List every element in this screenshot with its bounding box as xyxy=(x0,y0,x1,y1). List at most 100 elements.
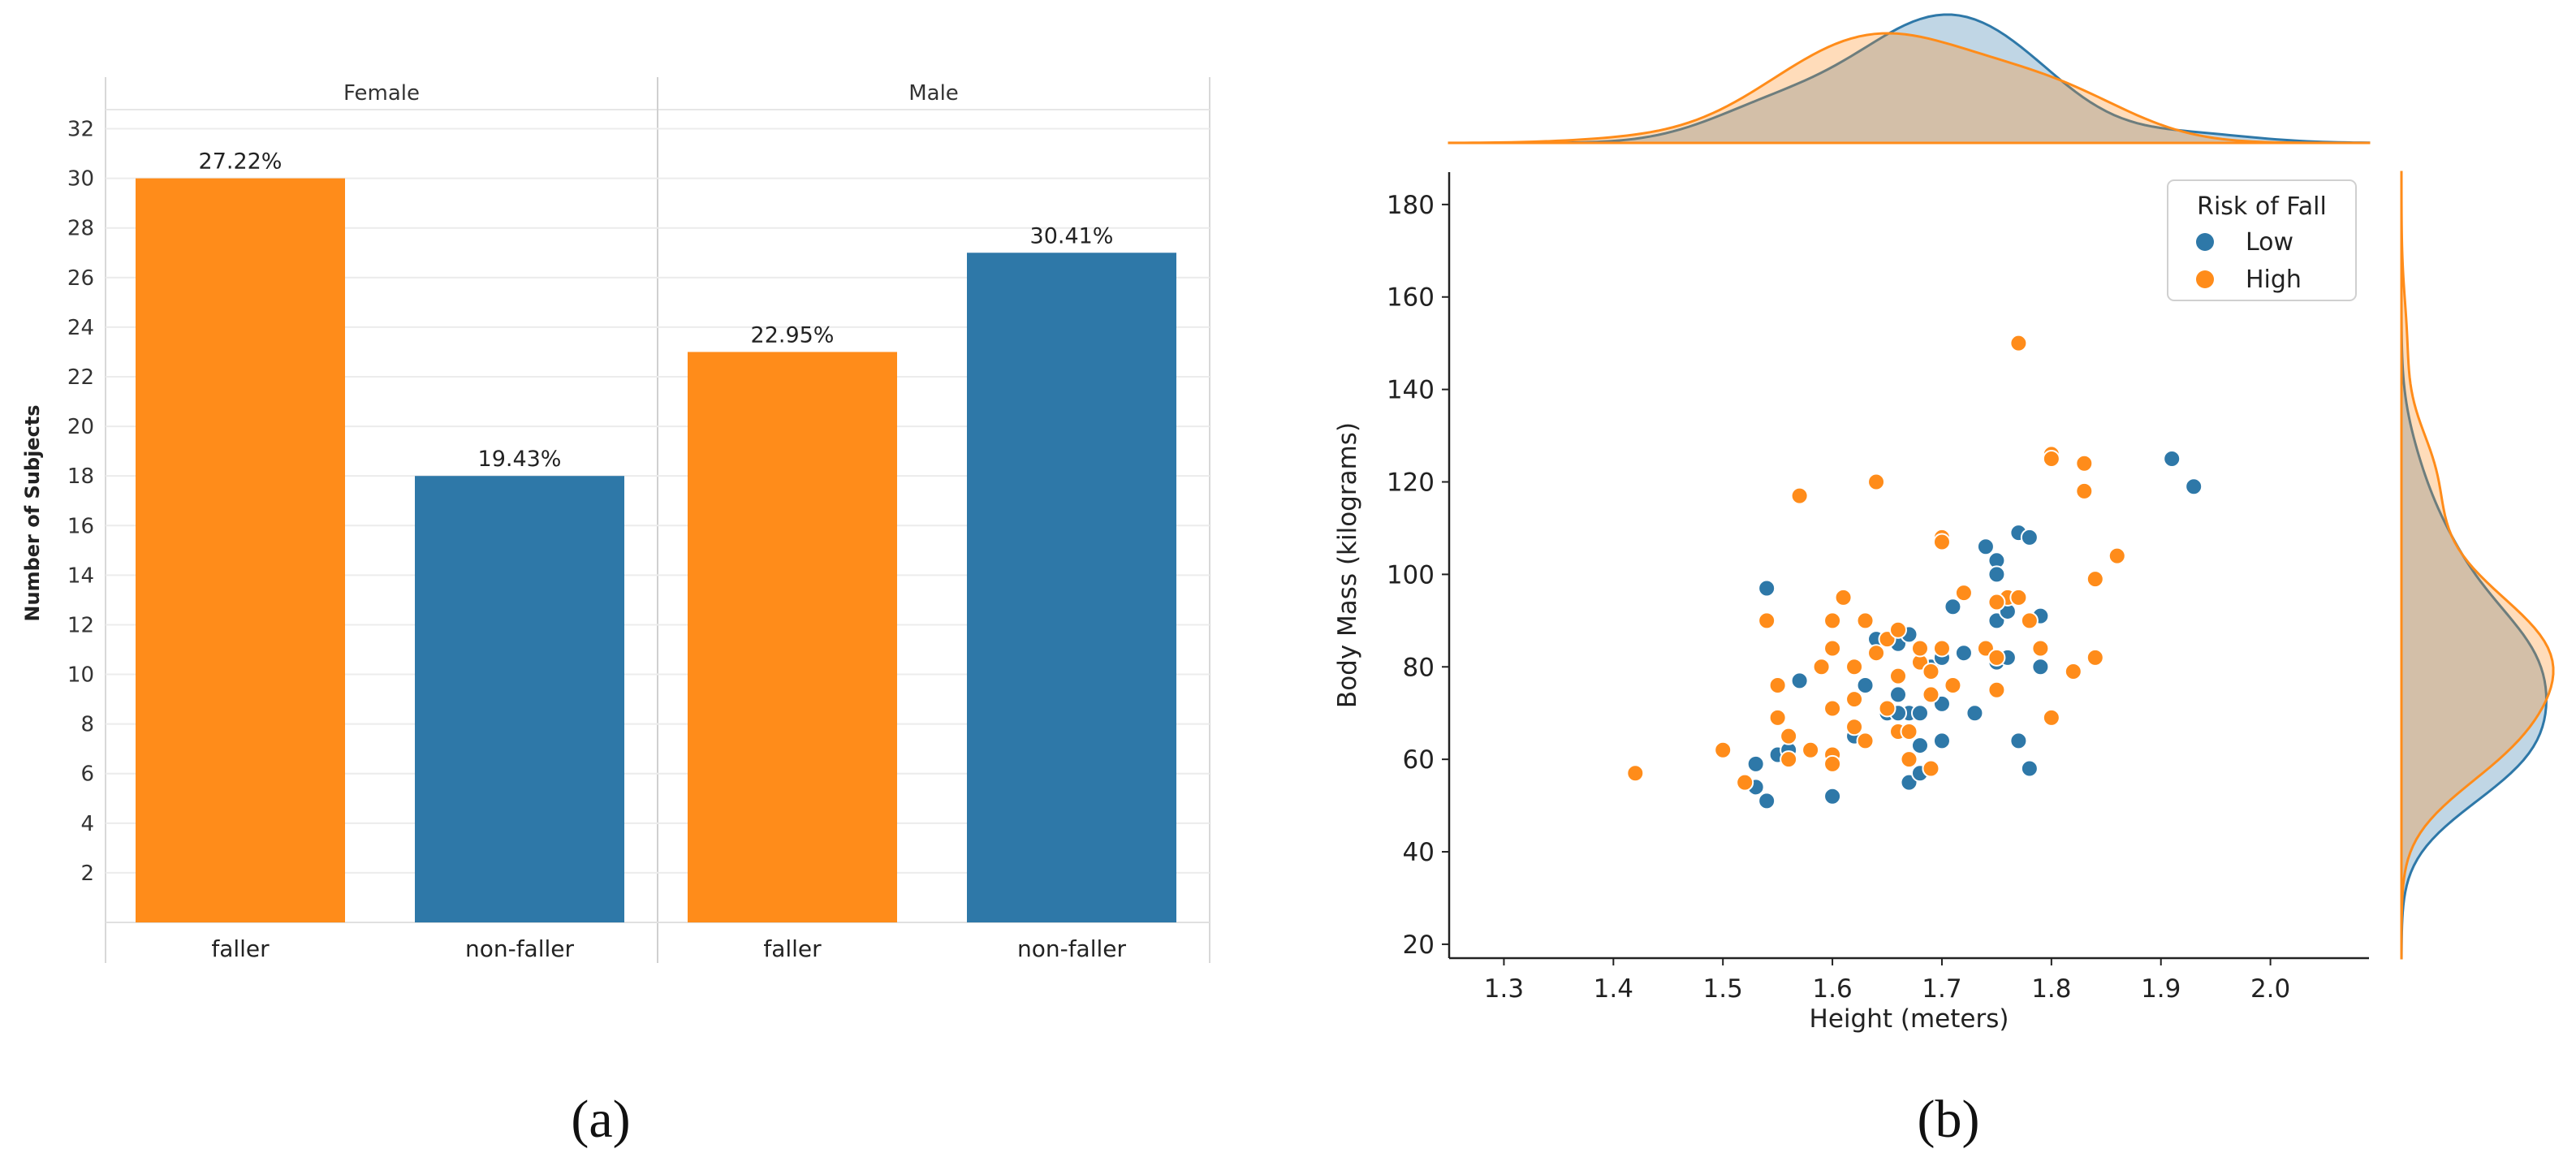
scatter-point-high xyxy=(1944,676,1962,695)
scatter-point-high xyxy=(1823,754,1842,773)
scatter-point-low xyxy=(2163,450,2181,469)
scatter-point-low xyxy=(1889,685,1908,704)
scatter-point-low xyxy=(1758,579,1776,598)
scatter-point-high xyxy=(1932,639,1951,658)
scatter-point-high xyxy=(1987,680,2006,699)
scatter-point-high xyxy=(1736,773,1754,792)
scatter-point-high xyxy=(1987,648,2006,667)
scatter-point-high xyxy=(2075,454,2094,473)
scatter-point-high xyxy=(1801,741,1820,759)
scatter-point-low xyxy=(1987,565,2006,584)
bar xyxy=(967,253,1176,923)
x-category-label: non-faller xyxy=(1017,935,1127,962)
scatter-point-high xyxy=(1932,533,1951,551)
scatter-point-high xyxy=(1834,588,1853,607)
scatter-point-high xyxy=(1823,611,1842,630)
caption-b: (b) xyxy=(1918,1090,1980,1149)
scatter-point-high xyxy=(2075,482,2094,500)
bar-data-label: 19.43% xyxy=(478,447,562,472)
scatter-point-high xyxy=(1900,722,1918,741)
scatter-point-high xyxy=(1780,727,1798,745)
y-tick-label: 60 xyxy=(1403,745,1435,775)
x-tick-label: 1.4 xyxy=(1594,974,1633,1004)
scatter-point-high xyxy=(1812,658,1831,676)
scatter-point-high xyxy=(1900,750,1918,769)
scatter-point-high xyxy=(2086,570,2104,589)
scatter-point-low xyxy=(2031,658,2050,676)
y-tick-label: 20 xyxy=(67,415,94,439)
scatter-point-high xyxy=(1954,584,1973,602)
y-tick-label: 22 xyxy=(67,365,94,390)
scatter-point-high xyxy=(2031,639,2050,658)
scatter-point-low xyxy=(2185,477,2203,496)
bar-data-label: 30.41% xyxy=(1030,223,1114,248)
scatter-point-high xyxy=(2064,662,2082,680)
legend-marker-high xyxy=(2196,270,2214,288)
scatter-point-high xyxy=(1922,759,1940,778)
caption-a: (a) xyxy=(571,1090,630,1149)
facet-title: Male xyxy=(908,81,959,106)
scatter-point-high xyxy=(1910,639,1929,658)
scatter-point-high xyxy=(1845,718,1864,736)
scatter-point-low xyxy=(1932,732,1951,750)
scatter-point-high xyxy=(1867,644,1886,663)
scatter-point-high xyxy=(1758,611,1776,630)
y-tick-label: 16 xyxy=(67,514,94,538)
y-tick-label: 12 xyxy=(67,613,94,637)
scatter-point-low xyxy=(1746,754,1765,773)
scatter-point-high xyxy=(1856,611,1875,630)
y-tick-label: 32 xyxy=(67,118,94,142)
x-tick-label: 1.8 xyxy=(2031,974,2071,1004)
y-tick-label: 26 xyxy=(67,266,94,291)
scatter-point-low xyxy=(1823,787,1842,805)
scatter-point-high xyxy=(2042,708,2060,727)
y-tick-label: 28 xyxy=(67,217,94,241)
scatter-point-low xyxy=(1790,672,1809,690)
x-tick-label: 1.3 xyxy=(1484,974,1524,1004)
top-kde-high xyxy=(1448,32,2371,145)
scatter-point-high xyxy=(1845,690,1864,709)
scatter-point-high xyxy=(2009,334,2028,352)
bar xyxy=(688,352,897,922)
x-tick-label: 2.0 xyxy=(2250,974,2290,1004)
bar xyxy=(136,178,345,923)
scatter-point-low xyxy=(1856,676,1875,695)
y-tick-label: 120 xyxy=(1387,469,1435,498)
scatter-point-low xyxy=(1976,538,1995,556)
scatter-point-high xyxy=(2009,588,2028,607)
legend-title: Risk of Fall xyxy=(2197,192,2327,221)
x-tick-label: 1.5 xyxy=(1703,974,1743,1004)
scatter-chart-panel: 1.3 1.4 1.5 1.6 1.7 1.8 1.9 2.0 20 40 60 80 100 120 14… xyxy=(1333,13,2555,1034)
scatter-point-low xyxy=(1910,704,1929,723)
legend-box xyxy=(2167,179,2357,301)
y-axis-label: Body Mass (kilograms) xyxy=(1333,422,1362,708)
y-tick-label: 20 xyxy=(1403,931,1435,960)
y-tick-label: 6 xyxy=(80,762,94,787)
y-tick-label: 180 xyxy=(1387,191,1435,220)
y-tick-label: 14 xyxy=(67,564,94,588)
scatter-point-high xyxy=(1867,473,1886,491)
x-category-label: faller xyxy=(211,935,270,962)
y-tick-label: 160 xyxy=(1387,283,1435,313)
scatter-point-high xyxy=(1878,699,1896,718)
scatter-point-high xyxy=(1768,676,1787,695)
scatter-point-high xyxy=(1845,658,1864,676)
scatter-point-high xyxy=(2108,546,2126,565)
y-tick-label: 18 xyxy=(67,464,94,489)
y-tick-label: 40 xyxy=(1403,838,1435,867)
legend-marker-low xyxy=(2196,233,2214,251)
scatter-point-high xyxy=(1922,662,1940,680)
scatter-point-high xyxy=(1823,639,1842,658)
facet-title: Female xyxy=(343,81,420,106)
scatter-point-high xyxy=(2086,648,2104,667)
y-tick-label: 30 xyxy=(67,167,94,192)
scatter-point-high xyxy=(1856,732,1875,750)
scatter-point-low xyxy=(1944,598,1962,616)
x-category-label: faller xyxy=(763,935,822,962)
right-kde-high xyxy=(2400,171,2555,960)
y-tick-label: 100 xyxy=(1387,560,1435,589)
y-tick-label: 140 xyxy=(1387,376,1435,405)
scatter-point-high xyxy=(1823,699,1842,718)
